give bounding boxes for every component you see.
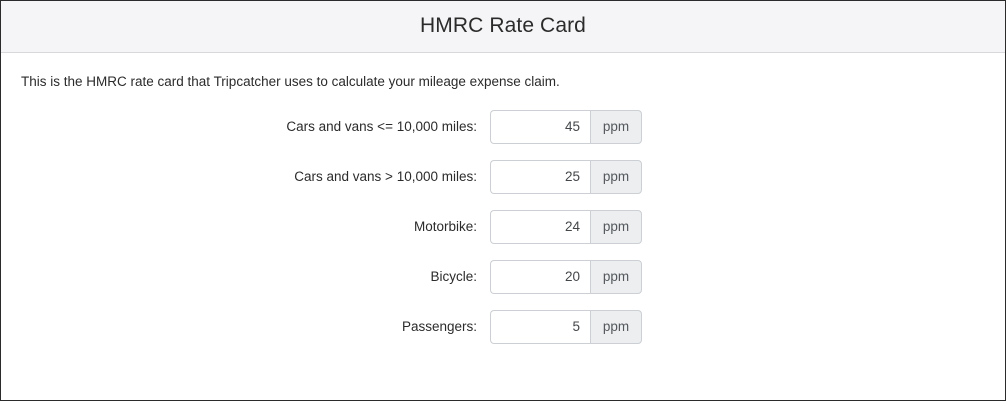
rate-unit-motorbike: ppm — [590, 209, 642, 244]
rate-row-cars-under-10000: Cars and vans <= 10,000 miles: ppm — [1, 109, 1005, 144]
rate-label-cars-under-10000: Cars and vans <= 10,000 miles: — [286, 119, 477, 135]
rate-input-cars-over-10000[interactable] — [490, 159, 590, 194]
rate-input-group-bicycle: ppm — [490, 259, 642, 294]
rate-label-passengers: Passengers: — [401, 319, 477, 335]
rate-input-motorbike[interactable] — [490, 209, 590, 244]
rate-input-group-motorbike: ppm — [490, 209, 642, 244]
rate-row-bicycle: Bicycle: ppm — [1, 259, 1005, 294]
panel-body: This is the HMRC rate card that Tripcatc… — [1, 53, 1005, 344]
rate-unit-cars-under-10000: ppm — [590, 109, 642, 144]
rate-unit-passengers: ppm — [590, 309, 642, 344]
rate-row-cars-over-10000: Cars and vans > 10,000 miles: ppm — [1, 159, 1005, 194]
rate-row-passengers: Passengers: ppm — [1, 309, 1005, 344]
rate-label-motorbike: Motorbike: — [413, 219, 477, 235]
rate-input-group-cars-under-10000: ppm — [490, 109, 642, 144]
rate-label-bicycle: Bicycle: — [430, 269, 477, 285]
rate-input-cars-under-10000[interactable] — [490, 109, 590, 144]
rate-label-cars-over-10000: Cars and vans > 10,000 miles: — [294, 169, 477, 185]
intro-text: This is the HMRC rate card that Tripcatc… — [21, 74, 560, 89]
rate-input-bicycle[interactable] — [490, 259, 590, 294]
panel-heading: HMRC Rate Card — [1, 1, 1005, 53]
rate-input-passengers[interactable] — [490, 309, 590, 344]
rate-input-group-passengers: ppm — [490, 309, 642, 344]
rate-unit-bicycle: ppm — [590, 259, 642, 294]
rate-row-motorbike: Motorbike: ppm — [1, 209, 1005, 244]
rate-input-group-cars-over-10000: ppm — [490, 159, 642, 194]
rate-unit-cars-over-10000: ppm — [590, 159, 642, 194]
rate-card-form: Cars and vans <= 10,000 miles: ppm Cars … — [1, 109, 1005, 344]
page-title: HMRC Rate Card — [420, 14, 586, 37]
